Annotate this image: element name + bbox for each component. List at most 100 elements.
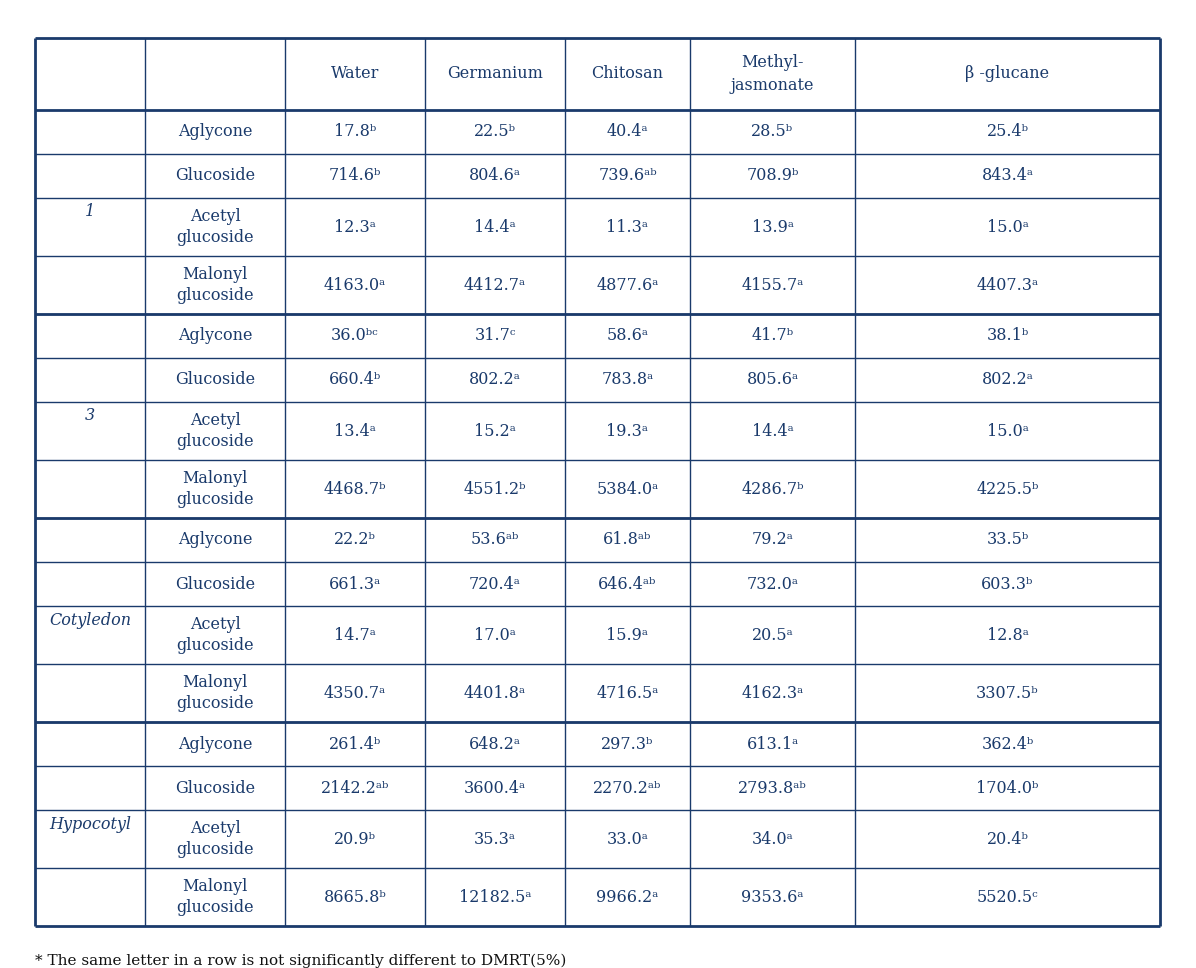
- Text: Chitosan: Chitosan: [592, 66, 664, 82]
- Text: 2142.2ᵃᵇ: 2142.2ᵃᵇ: [321, 779, 389, 797]
- Text: 4162.3ᵃ: 4162.3ᵃ: [742, 684, 804, 702]
- Text: Acetyl
glucoside: Acetyl glucoside: [176, 820, 254, 858]
- Text: 15.9ᵃ: 15.9ᵃ: [606, 626, 648, 644]
- Text: * The same letter in a row is not significantly different to DMRT(5%): * The same letter in a row is not signif…: [35, 954, 567, 968]
- Text: 9353.6ᵃ: 9353.6ᵃ: [742, 889, 804, 905]
- Text: Malonyl
glucoside: Malonyl glucoside: [176, 674, 254, 711]
- Text: 15.0ᵃ: 15.0ᵃ: [987, 219, 1029, 235]
- Text: 79.2ᵃ: 79.2ᵃ: [751, 531, 793, 549]
- Text: 720.4ᵃ: 720.4ᵃ: [469, 576, 521, 592]
- Text: 28.5ᵇ: 28.5ᵇ: [751, 124, 794, 140]
- Text: 33.5ᵇ: 33.5ᵇ: [987, 531, 1029, 549]
- Text: 4468.7ᵇ: 4468.7ᵇ: [324, 480, 386, 498]
- Text: 661.3ᵃ: 661.3ᵃ: [329, 576, 382, 592]
- Text: 19.3ᵃ: 19.3ᵃ: [606, 422, 648, 439]
- Text: Aglycone: Aglycone: [178, 736, 252, 752]
- Text: Water: Water: [331, 66, 379, 82]
- Text: 9966.2ᵃ: 9966.2ᵃ: [597, 889, 659, 905]
- Text: 15.0ᵃ: 15.0ᵃ: [987, 422, 1029, 439]
- Text: 3: 3: [85, 408, 94, 425]
- Text: Aglycone: Aglycone: [178, 327, 252, 345]
- Text: Methyl-
jasmonate: Methyl- jasmonate: [731, 54, 814, 94]
- Text: 1704.0ᵇ: 1704.0ᵇ: [976, 779, 1038, 797]
- Text: Aglycone: Aglycone: [178, 531, 252, 549]
- Text: 40.4ᵃ: 40.4ᵃ: [606, 124, 648, 140]
- Text: 5384.0ᵃ: 5384.0ᵃ: [597, 480, 659, 498]
- Text: 17.8ᵇ: 17.8ᵇ: [334, 124, 376, 140]
- Text: 2270.2ᵃᵇ: 2270.2ᵃᵇ: [593, 779, 661, 797]
- Text: Acetyl
glucoside: Acetyl glucoside: [176, 616, 254, 654]
- Text: 4716.5ᵃ: 4716.5ᵃ: [597, 684, 659, 702]
- Text: 12.8ᵃ: 12.8ᵃ: [987, 626, 1029, 644]
- Text: 4877.6ᵃ: 4877.6ᵃ: [597, 277, 659, 293]
- Text: 804.6ᵃ: 804.6ᵃ: [469, 167, 521, 185]
- Text: 3307.5ᵇ: 3307.5ᵇ: [976, 684, 1039, 702]
- Text: 53.6ᵃᵇ: 53.6ᵃᵇ: [471, 531, 519, 549]
- Text: 708.9ᵇ: 708.9ᵇ: [746, 167, 799, 185]
- Text: 802.2ᵃ: 802.2ᵃ: [469, 372, 521, 388]
- Text: 14.4ᵃ: 14.4ᵃ: [751, 422, 793, 439]
- Text: 4286.7ᵇ: 4286.7ᵇ: [742, 480, 804, 498]
- Text: Cotyledon: Cotyledon: [49, 612, 132, 628]
- Text: 4350.7ᵃ: 4350.7ᵃ: [324, 684, 386, 702]
- Text: 362.4ᵇ: 362.4ᵇ: [982, 736, 1033, 752]
- Text: 739.6ᵃᵇ: 739.6ᵃᵇ: [598, 167, 657, 185]
- Text: 17.0ᵃ: 17.0ᵃ: [474, 626, 515, 644]
- Text: Malonyl
glucoside: Malonyl glucoside: [176, 470, 254, 508]
- Text: 41.7ᵇ: 41.7ᵇ: [751, 327, 794, 345]
- Text: Acetyl
glucoside: Acetyl glucoside: [176, 208, 254, 246]
- Text: 14.7ᵃ: 14.7ᵃ: [334, 626, 376, 644]
- Text: 843.4ᵃ: 843.4ᵃ: [982, 167, 1033, 185]
- Text: 35.3ᵃ: 35.3ᵃ: [474, 831, 515, 848]
- Text: 34.0ᵃ: 34.0ᵃ: [751, 831, 793, 848]
- Text: 261.4ᵇ: 261.4ᵇ: [329, 736, 382, 752]
- Text: Malonyl
glucoside: Malonyl glucoside: [176, 266, 254, 304]
- Text: Acetyl
glucoside: Acetyl glucoside: [176, 412, 254, 450]
- Text: Malonyl
glucoside: Malonyl glucoside: [176, 878, 254, 916]
- Text: 4401.8ᵃ: 4401.8ᵃ: [464, 684, 526, 702]
- Text: 4163.0ᵃ: 4163.0ᵃ: [324, 277, 386, 293]
- Text: 11.3ᵃ: 11.3ᵃ: [606, 219, 648, 235]
- Text: 4407.3ᵃ: 4407.3ᵃ: [976, 277, 1038, 293]
- Text: 33.0ᵃ: 33.0ᵃ: [606, 831, 648, 848]
- Text: 603.3ᵇ: 603.3ᵇ: [981, 576, 1033, 592]
- Text: β -glucane: β -glucane: [965, 66, 1050, 82]
- Text: 297.3ᵇ: 297.3ᵇ: [602, 736, 654, 752]
- Text: 38.1ᵇ: 38.1ᵇ: [987, 327, 1029, 345]
- Text: Aglycone: Aglycone: [178, 124, 252, 140]
- Text: 36.0ᵇᶜ: 36.0ᵇᶜ: [331, 327, 379, 345]
- Text: 4225.5ᵇ: 4225.5ᵇ: [976, 480, 1038, 498]
- Text: 4155.7ᵃ: 4155.7ᵃ: [742, 277, 804, 293]
- Text: Glucoside: Glucoside: [175, 167, 255, 185]
- Text: 4551.2ᵇ: 4551.2ᵇ: [464, 480, 526, 498]
- Text: 714.6ᵇ: 714.6ᵇ: [329, 167, 382, 185]
- Text: 12.3ᵃ: 12.3ᵃ: [334, 219, 376, 235]
- Text: 31.7ᶜ: 31.7ᶜ: [475, 327, 515, 345]
- Text: 14.4ᵃ: 14.4ᵃ: [474, 219, 515, 235]
- Text: Glucoside: Glucoside: [175, 576, 255, 592]
- Text: 20.5ᵃ: 20.5ᵃ: [751, 626, 793, 644]
- Text: 648.2ᵃ: 648.2ᵃ: [469, 736, 521, 752]
- Text: 613.1ᵃ: 613.1ᵃ: [746, 736, 799, 752]
- Text: Glucoside: Glucoside: [175, 372, 255, 388]
- Text: 660.4ᵇ: 660.4ᵇ: [329, 372, 382, 388]
- Text: 13.4ᵃ: 13.4ᵃ: [334, 422, 376, 439]
- Text: 5520.5ᶜ: 5520.5ᶜ: [977, 889, 1038, 905]
- Text: 15.2ᵃ: 15.2ᵃ: [474, 422, 515, 439]
- Text: 22.5ᵇ: 22.5ᵇ: [474, 124, 515, 140]
- Text: 20.4ᵇ: 20.4ᵇ: [987, 831, 1029, 848]
- Text: 20.9ᵇ: 20.9ᵇ: [334, 831, 376, 848]
- Text: 4412.7ᵃ: 4412.7ᵃ: [464, 277, 526, 293]
- Text: 802.2ᵃ: 802.2ᵃ: [982, 372, 1033, 388]
- Text: 1: 1: [85, 203, 94, 221]
- Text: 61.8ᵃᵇ: 61.8ᵃᵇ: [603, 531, 652, 549]
- Text: 8665.8ᵇ: 8665.8ᵇ: [324, 889, 386, 905]
- Text: 3600.4ᵃ: 3600.4ᵃ: [464, 779, 526, 797]
- Text: 783.8ᵃ: 783.8ᵃ: [602, 372, 654, 388]
- Text: 646.4ᵃᵇ: 646.4ᵃᵇ: [598, 576, 657, 592]
- Text: Hypocotyl: Hypocotyl: [49, 815, 132, 832]
- Text: 58.6ᵃ: 58.6ᵃ: [606, 327, 648, 345]
- Text: 13.9ᵃ: 13.9ᵃ: [751, 219, 793, 235]
- Text: Glucoside: Glucoside: [175, 779, 255, 797]
- Text: 12182.5ᵃ: 12182.5ᵃ: [459, 889, 531, 905]
